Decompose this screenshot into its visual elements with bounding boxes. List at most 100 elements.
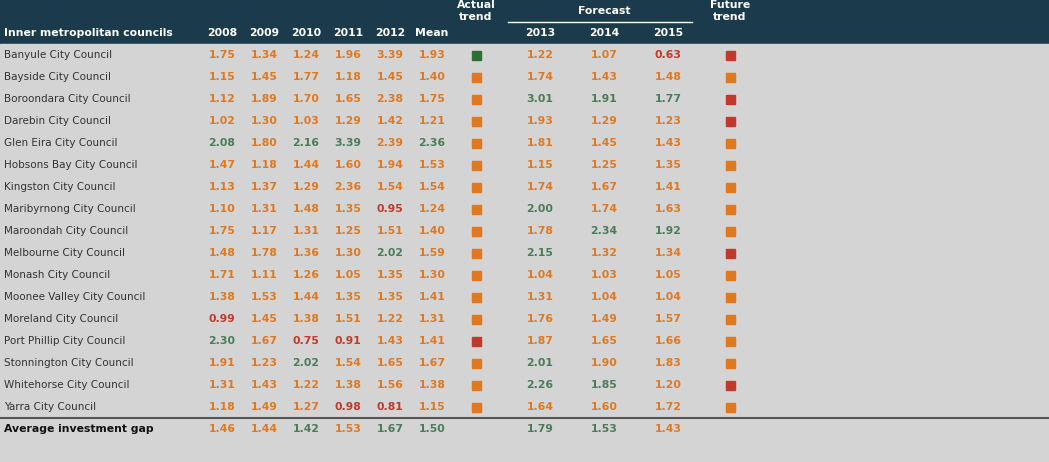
Text: 1.66: 1.66 (655, 336, 682, 346)
Text: 1.31: 1.31 (419, 314, 446, 324)
Text: 1.75: 1.75 (209, 50, 235, 60)
Text: 2.26: 2.26 (527, 380, 554, 390)
Text: 1.81: 1.81 (527, 138, 554, 148)
Text: 1.94: 1.94 (377, 160, 404, 170)
Text: 1.32: 1.32 (591, 248, 618, 258)
Bar (0, 0, 1049, 44)
Text: Port Phillip City Council: Port Phillip City Council (4, 336, 126, 346)
Bar (726, 116, 734, 126)
Text: 1.35: 1.35 (377, 270, 404, 280)
Bar (471, 292, 480, 302)
Bar (726, 182, 734, 192)
Text: 1.60: 1.60 (591, 402, 618, 412)
Text: 1.29: 1.29 (591, 116, 618, 126)
Bar (726, 292, 734, 302)
Bar (471, 73, 480, 81)
Text: 1.67: 1.67 (377, 424, 404, 434)
Bar (0, 264, 1049, 286)
Text: 1.74: 1.74 (527, 72, 554, 82)
Text: Monash City Council: Monash City Council (4, 270, 110, 280)
Text: 1.10: 1.10 (209, 204, 235, 214)
Text: 0.75: 0.75 (293, 336, 320, 346)
Text: 1.05: 1.05 (335, 270, 361, 280)
Text: Forecast: Forecast (578, 6, 630, 16)
Text: 1.07: 1.07 (591, 50, 618, 60)
Text: Maroondah City Council: Maroondah City Council (4, 226, 128, 236)
Text: 1.77: 1.77 (655, 94, 682, 104)
Text: 1.29: 1.29 (335, 116, 362, 126)
Text: 1.34: 1.34 (655, 248, 682, 258)
Text: 1.40: 1.40 (419, 226, 446, 236)
Text: 1.43: 1.43 (591, 72, 618, 82)
Bar (0, 396, 1049, 418)
Text: 1.76: 1.76 (527, 314, 554, 324)
Text: 1.41: 1.41 (419, 336, 446, 346)
Bar (726, 205, 734, 213)
Text: 1.45: 1.45 (251, 314, 277, 324)
Text: 2.38: 2.38 (377, 94, 404, 104)
Text: 1.31: 1.31 (209, 380, 235, 390)
Bar (0, 198, 1049, 220)
Text: 1.89: 1.89 (251, 94, 277, 104)
Text: 1.71: 1.71 (209, 270, 235, 280)
Text: 1.05: 1.05 (655, 270, 682, 280)
Text: 1.96: 1.96 (335, 50, 362, 60)
Text: 2013: 2013 (524, 28, 555, 38)
Text: 1.18: 1.18 (251, 160, 277, 170)
Text: Inner metropolitan councils: Inner metropolitan councils (4, 28, 173, 38)
Text: 1.65: 1.65 (591, 336, 618, 346)
Text: 1.30: 1.30 (419, 270, 446, 280)
Text: 1.29: 1.29 (293, 182, 320, 192)
Bar (0, 352, 1049, 374)
Text: 1.75: 1.75 (419, 94, 446, 104)
Text: 1.37: 1.37 (251, 182, 278, 192)
Text: 1.53: 1.53 (419, 160, 446, 170)
Text: 1.74: 1.74 (591, 204, 618, 214)
Bar (0, 418, 1049, 440)
Bar (471, 315, 480, 323)
Text: 1.49: 1.49 (591, 314, 618, 324)
Bar (0, 220, 1049, 242)
Text: Moonee Valley City Council: Moonee Valley City Council (4, 292, 146, 302)
Text: 1.59: 1.59 (419, 248, 446, 258)
Text: 1.93: 1.93 (419, 50, 446, 60)
Text: 2008: 2008 (207, 28, 237, 38)
Bar (471, 336, 480, 346)
Text: 1.91: 1.91 (209, 358, 235, 368)
Text: Melbourne City Council: Melbourne City Council (4, 248, 125, 258)
Text: 1.53: 1.53 (251, 292, 277, 302)
Text: 1.23: 1.23 (251, 358, 278, 368)
Text: 1.64: 1.64 (527, 402, 554, 412)
Text: 1.30: 1.30 (335, 248, 362, 258)
Text: 2.08: 2.08 (209, 138, 235, 148)
Bar (726, 249, 734, 257)
Text: 0.81: 0.81 (377, 402, 404, 412)
Text: 1.43: 1.43 (251, 380, 278, 390)
Bar (0, 154, 1049, 176)
Text: 1.45: 1.45 (591, 138, 618, 148)
Bar (0, 374, 1049, 396)
Text: 0.63: 0.63 (655, 50, 682, 60)
Text: Bayside City Council: Bayside City Council (4, 72, 111, 82)
Text: 1.25: 1.25 (335, 226, 362, 236)
Text: 2.16: 2.16 (293, 138, 320, 148)
Text: 1.13: 1.13 (209, 182, 235, 192)
Bar (0, 132, 1049, 154)
Text: 2.34: 2.34 (591, 226, 618, 236)
Text: 1.60: 1.60 (335, 160, 362, 170)
Text: 1.49: 1.49 (251, 402, 277, 412)
Text: 0.98: 0.98 (335, 402, 361, 412)
Text: Maribyrnong City Council: Maribyrnong City Council (4, 204, 135, 214)
Text: 1.43: 1.43 (655, 424, 682, 434)
Text: 1.46: 1.46 (209, 424, 235, 434)
Bar (726, 381, 734, 389)
Text: 1.31: 1.31 (251, 204, 277, 214)
Text: 1.51: 1.51 (335, 314, 361, 324)
Text: 1.83: 1.83 (655, 358, 682, 368)
Text: 1.48: 1.48 (655, 72, 682, 82)
Text: 1.03: 1.03 (293, 116, 320, 126)
Bar (471, 205, 480, 213)
Text: 1.15: 1.15 (527, 160, 554, 170)
Text: 1.18: 1.18 (209, 402, 235, 412)
Text: 1.44: 1.44 (293, 292, 320, 302)
